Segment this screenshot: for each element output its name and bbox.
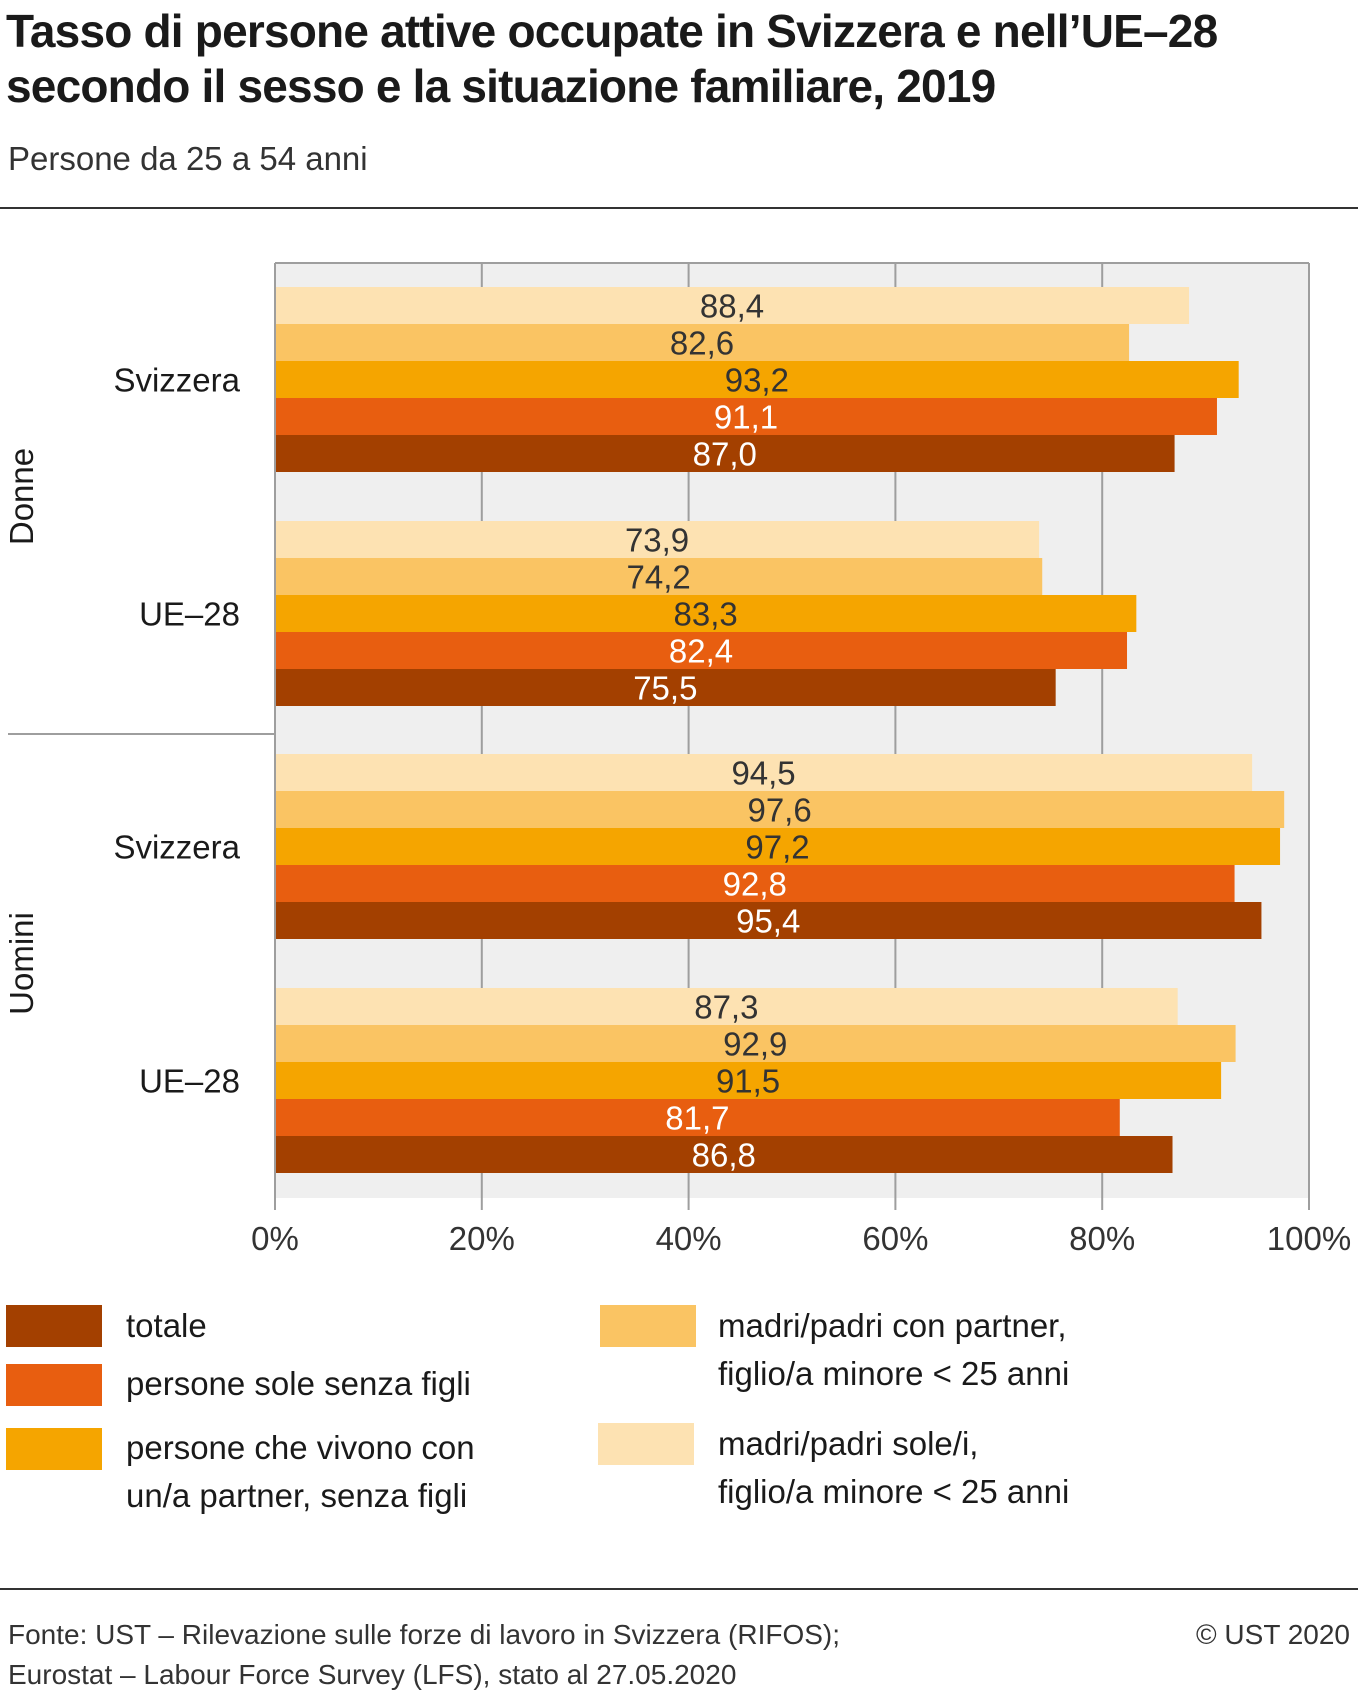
legend-swatch-partner-senza-figli [6,1428,102,1470]
bar [275,361,1239,398]
bar-value-label: 97,2 [745,829,809,866]
x-tick-label: 0% [251,1220,299,1257]
bar-value-label: 91,5 [716,1063,780,1100]
copyright: © UST 2020 [1196,1619,1350,1650]
bar-value-label: 87,0 [693,436,757,473]
source-note: Fonte: UST – Rilevazione sulle forze di … [8,1619,841,1690]
bar-value-label: 87,3 [694,989,758,1026]
bar [275,1025,1236,1062]
bar [275,435,1175,472]
category-label: Svizzera [113,829,240,866]
bar-value-label: 92,8 [723,866,787,903]
legend-swatch-persone-sole [6,1364,102,1406]
bar-value-label: 75,5 [633,670,697,707]
bar-value-label: 93,2 [725,362,789,399]
bar-value-label: 92,9 [723,1026,787,1063]
bar-value-label: 74,2 [626,559,690,596]
bar [275,988,1178,1025]
x-tick-label: 60% [862,1220,928,1257]
bar [275,558,1043,595]
bar-value-label: 91,1 [714,399,778,436]
bar [275,595,1137,632]
legend-label-con-partner-figli: madri/padri con partner, figlio/a minore… [718,1307,1070,1392]
legend-swatch-totale [6,1305,102,1347]
bar [275,828,1281,865]
bar-value-label: 82,4 [669,633,733,670]
legend-swatch-con-partner-figli [600,1305,696,1347]
bar [275,324,1130,361]
bar [275,1099,1120,1136]
category-label: UE–28 [139,596,240,633]
bar [275,1136,1173,1173]
bar-value-label: 94,5 [731,755,795,792]
legend-label-persone-sole: persone sole senza figli [126,1365,471,1402]
bar [275,791,1285,828]
legend-swatch-sole-figli [598,1423,694,1465]
x-tick-label: 80% [1069,1220,1135,1257]
category-label: UE–28 [139,1063,240,1100]
bar-value-label: 81,7 [665,1100,729,1137]
bar [275,1062,1222,1099]
bar [275,521,1040,558]
bar-value-label: 82,6 [670,325,734,362]
top-divider [0,207,1358,209]
legend-label-totale: totale [126,1307,207,1344]
chart-subtitle: Persone da 25 a 54 anni [8,140,368,177]
bar-value-label: 97,6 [747,792,811,829]
bar-chart: 0% 20% 40% 60% 80% 100% 88,482,693,291,187,0 Sv… [3,262,1351,1257]
group-label: Donne [3,448,40,545]
legend-label-partner-senza-figli: persone che vivono con un/a partner, sen… [126,1429,475,1514]
bar-value-label: 73,9 [625,522,689,559]
bar-value-label: 88,4 [700,288,764,325]
bar [275,398,1217,435]
bar [275,632,1128,669]
bar-value-label: 86,8 [692,1137,756,1174]
x-tick-label: 40% [656,1220,722,1257]
x-tick-label: 100% [1267,1220,1351,1257]
bar [275,902,1262,939]
x-tick-label: 20% [449,1220,515,1257]
bar-value-label: 83,3 [674,596,738,633]
legend-label-sole-figli: madri/padri sole/i, figlio/a minore < 25… [718,1425,1070,1510]
bar [275,669,1056,706]
chart-title: Tasso di persone attive occupate in Sviz… [6,5,1218,112]
bar [275,865,1235,902]
bar-value-label: 95,4 [736,903,800,940]
group-label: Uomini [3,912,40,1015]
bar [275,287,1190,324]
bottom-divider [0,1588,1358,1590]
category-label: Svizzera [113,362,240,399]
bar [275,754,1253,791]
